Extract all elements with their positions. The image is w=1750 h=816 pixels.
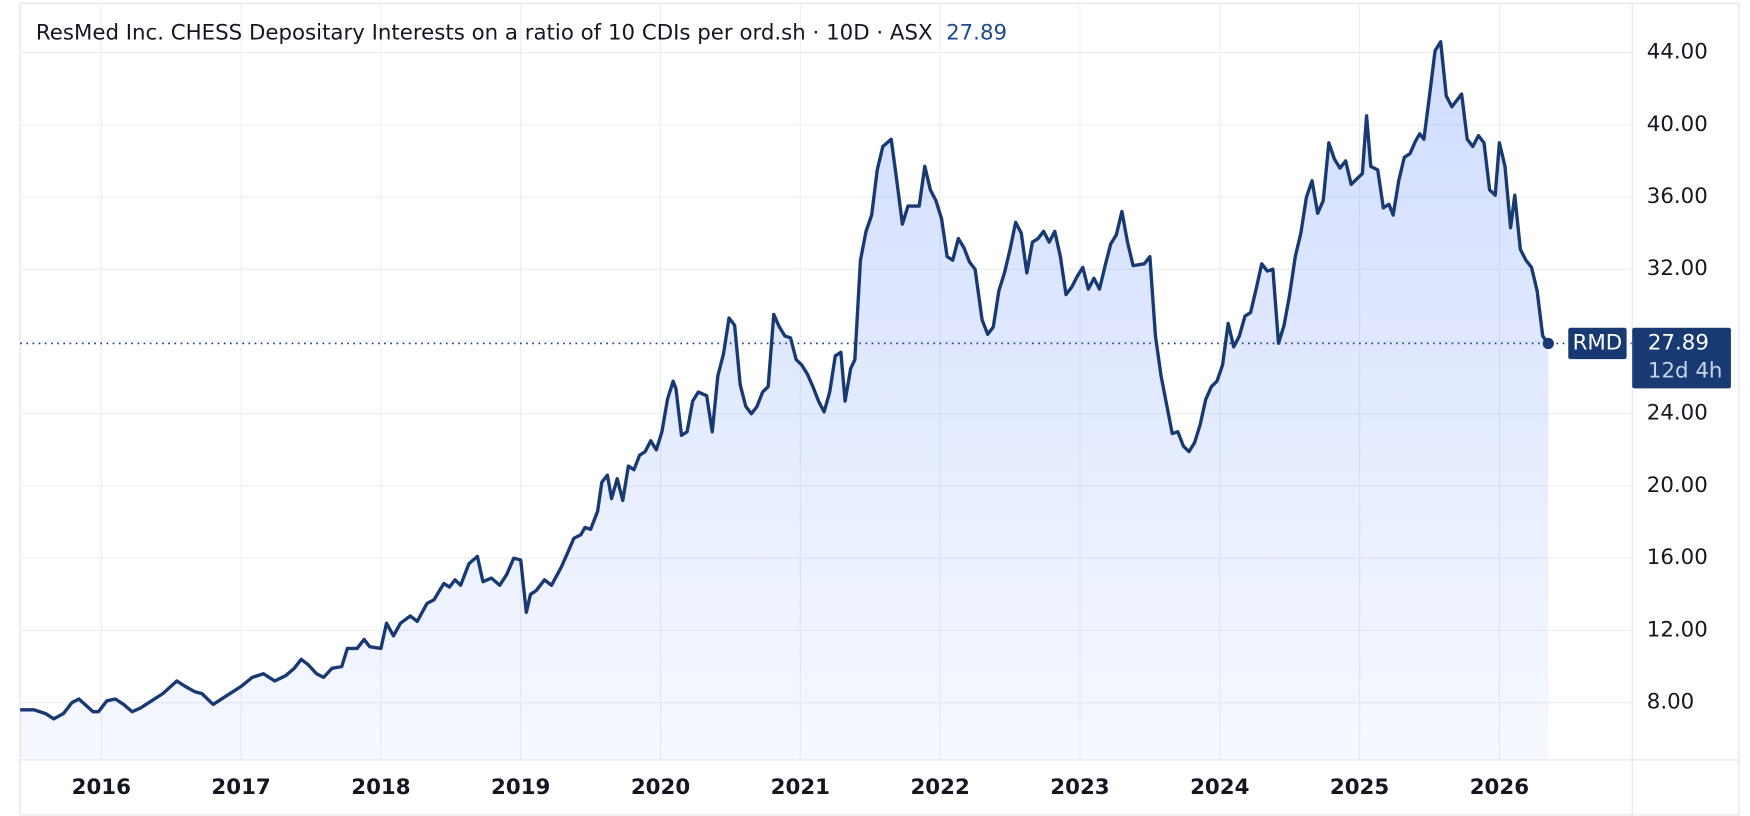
price-badge	[1632, 327, 1731, 389]
x-tick-label: 2017	[211, 775, 270, 800]
countdown-label: 12d 4h	[1648, 359, 1722, 384]
symbol-label: RMD	[1573, 330, 1623, 355]
symbol-badge	[1568, 327, 1627, 360]
y-tick-label: 44.00	[1647, 40, 1708, 65]
last-point	[1542, 337, 1554, 350]
y-tick-label: 32.00	[1647, 256, 1708, 281]
x-tick-label: 2018	[351, 775, 410, 800]
y-tick-label: 16.00	[1647, 545, 1708, 570]
x-tick-label: 2021	[771, 775, 830, 800]
x-tick-label: 2019	[491, 775, 550, 800]
x-tick-label: 2023	[1050, 775, 1109, 800]
x-tick-label: 2026	[1470, 775, 1529, 800]
labels: RMD 27.89 12d 4h	[1568, 327, 1731, 389]
chart-title: ResMed Inc. CHESS Depositary Interests o…	[36, 21, 933, 46]
axes: 8.0012.0016.0020.0024.0028.0032.0036.004…	[72, 40, 1708, 800]
x-tick-label: 2020	[631, 775, 690, 800]
x-tick-label: 2024	[1190, 775, 1249, 800]
price-area	[20, 41, 1549, 760]
chart-frame	[19, 2, 1740, 816]
y-tick-label: 24.00	[1647, 401, 1708, 426]
y-tick-label: 12.00	[1647, 617, 1708, 642]
plot	[20, 40, 1633, 760]
y-tick-label: 36.00	[1647, 184, 1708, 209]
y-tick-label: 20.00	[1647, 473, 1708, 498]
y-tick-label: 40.00	[1647, 112, 1708, 137]
price-line	[20, 40, 1550, 721]
price-label: 27.89	[1648, 330, 1709, 355]
y-tick-label: 8.00	[1647, 690, 1694, 715]
x-tick-label: 2016	[72, 775, 131, 800]
x-tick-label: 2022	[910, 775, 969, 800]
x-tick-label: 2025	[1330, 775, 1389, 800]
title-last-value: 27.89	[946, 21, 1007, 46]
